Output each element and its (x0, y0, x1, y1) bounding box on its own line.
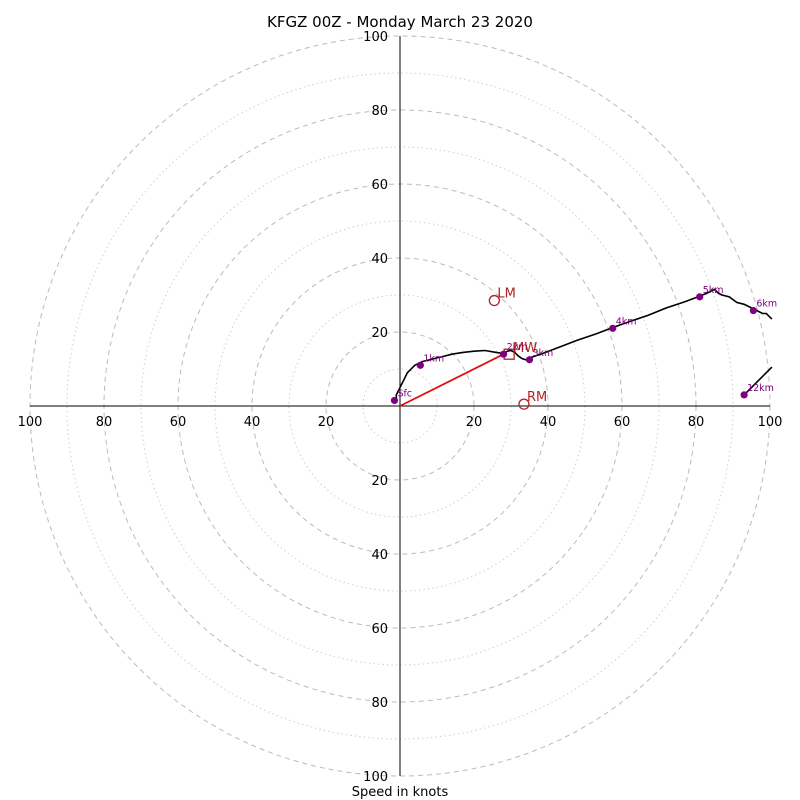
x-tick-label: 60 (614, 415, 631, 430)
height-marker-sfc (390, 396, 399, 405)
lm-motion-label: LM (497, 287, 515, 302)
x-tick-label: 20 (466, 415, 483, 430)
x-tick-label: 40 (244, 415, 261, 430)
x-tick-label: 100 (18, 415, 43, 430)
height-marker-4km (609, 324, 617, 332)
upper-level-line (743, 366, 773, 396)
height-label-4km: 4km (616, 316, 637, 327)
y-tick-label: 100 (363, 30, 388, 45)
y-tick-label: 20 (371, 474, 388, 489)
x-tick-label: 60 (170, 415, 187, 430)
hodograph-line (395, 288, 773, 403)
height-label-sfc: Sfc (397, 388, 412, 399)
y-tick-label: 60 (371, 178, 388, 193)
rm-motion-label: RM (527, 390, 547, 405)
height-label-2km: 2km (507, 342, 528, 353)
mean-wind-label: MW (513, 341, 537, 356)
height-label-1km: 1km (423, 353, 444, 364)
y-tick-label: 40 (371, 252, 388, 267)
height-markers: Sfc 1km 2km 3km 4km 5km 6km 12km (390, 285, 777, 405)
y-tick-label: 80 (371, 104, 388, 119)
x-tick-label: 20 (318, 415, 335, 430)
height-marker-3km (525, 356, 534, 364)
height-marker-12km (740, 391, 748, 399)
x-axis-label: Speed in knots (352, 785, 449, 800)
y-tick-label: 40 (371, 548, 388, 563)
height-label-5km: 5km (703, 285, 724, 296)
shear-vector-layer (399, 353, 505, 407)
chart-title: KFGZ 00Z - Monday March 23 2020 (267, 13, 533, 31)
x-tick-label: 40 (540, 415, 557, 430)
height-label-6km: 6km (756, 299, 777, 310)
height-label-12km: 12km (747, 383, 774, 394)
hodograph-traces (395, 288, 773, 403)
height-label-3km: 3km (533, 348, 554, 359)
x-tick-label: 100 (758, 415, 783, 430)
height-marker-5km (696, 293, 704, 301)
height-marker-2km (500, 350, 508, 358)
lm-motion-marker (488, 294, 501, 307)
tick-labels: 20 40 60 80 100 100 80 60 40 20 20 40 60 80 100 20 40 60 8… (18, 30, 783, 785)
y-tick-label: 100 (363, 770, 388, 785)
height-marker-6km (749, 306, 757, 315)
height-marker-1km (416, 361, 424, 369)
y-tick-label: 20 (371, 326, 388, 341)
rm-motion-marker (518, 398, 530, 410)
x-tick-label: 80 (96, 415, 113, 430)
x-tick-label: 80 (688, 415, 705, 430)
y-tick-label: 80 (371, 696, 388, 711)
shear-vector (399, 353, 505, 407)
y-tick-label: 60 (371, 622, 388, 637)
storm-motion-markers: LM RM MW (488, 287, 547, 410)
